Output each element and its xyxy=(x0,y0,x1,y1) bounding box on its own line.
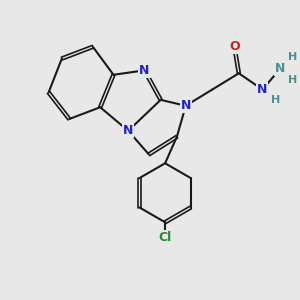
Text: O: O xyxy=(229,40,240,53)
Text: N: N xyxy=(123,124,134,137)
Text: H: H xyxy=(288,52,298,62)
Text: N: N xyxy=(275,62,285,75)
Text: N: N xyxy=(181,99,191,112)
Text: N: N xyxy=(139,64,150,77)
Text: H: H xyxy=(271,95,280,105)
Text: N: N xyxy=(257,83,268,96)
Text: H: H xyxy=(288,75,298,85)
Text: Cl: Cl xyxy=(158,231,172,244)
